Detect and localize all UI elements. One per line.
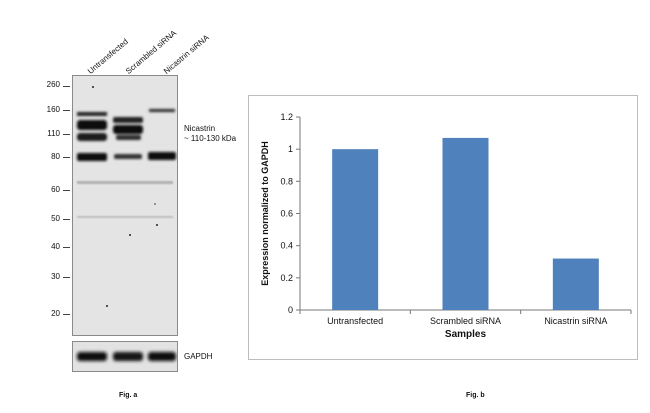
y-tick-label: 1.2	[280, 112, 293, 122]
mw-marker-label: 40	[51, 242, 60, 251]
blot-band	[113, 117, 143, 123]
y-tick-label: 0.6	[280, 209, 293, 219]
y-axis-title: Expression normalized to GAPDH	[260, 141, 270, 286]
blot-speck	[92, 86, 94, 88]
blot-faint-band	[77, 181, 173, 184]
mw-marker-tick	[63, 314, 70, 315]
blot-band	[113, 352, 143, 361]
blot-band	[116, 135, 141, 140]
blot-band	[149, 109, 175, 112]
mw-marker-label: 30	[51, 272, 60, 281]
blot-speck	[154, 203, 156, 205]
figure-label-a: Fig. a	[119, 392, 138, 399]
bar-0	[332, 149, 379, 310]
blot-band	[113, 125, 143, 134]
x-tick-label: Untransfected	[327, 316, 383, 326]
mw-marker-label: 160	[46, 105, 60, 114]
y-tick-label: 0.2	[280, 273, 293, 283]
bar-1	[442, 137, 489, 310]
blot-speck	[106, 305, 108, 307]
x-axis-title: Samples	[445, 329, 487, 340]
mw-marker-label: 260	[46, 80, 60, 89]
blot-band	[77, 112, 107, 116]
mw-marker-tick	[63, 110, 70, 111]
lane-label-untransfected: Untransfected	[86, 36, 130, 76]
x-tick-label: Scrambled siRNA	[430, 316, 501, 326]
blot-speck	[129, 234, 131, 236]
chart-frame	[248, 95, 638, 360]
mw-marker-tick	[63, 134, 70, 135]
blot-band	[77, 120, 107, 130]
blot-band	[148, 152, 176, 160]
y-tick-label: 0.8	[280, 176, 293, 186]
nicastrin-label: Nicastrin	[184, 124, 216, 133]
mw-marker-tick	[63, 247, 70, 248]
blot-band	[77, 133, 107, 141]
mw-marker-tick	[63, 157, 70, 158]
blot-band	[77, 153, 107, 161]
bar-2	[552, 258, 599, 310]
y-tick-label: 0	[288, 305, 293, 315]
blot-faint-band	[77, 216, 173, 218]
figure-label-b: Fig. b	[466, 392, 485, 399]
blot-band	[148, 352, 176, 361]
blot-speck	[156, 224, 158, 226]
y-tick-label: 1	[288, 144, 293, 154]
blot-band	[77, 352, 107, 361]
mw-marker-tick	[63, 190, 70, 191]
x-tick-label: Nicastrin siRNA	[544, 316, 607, 326]
gapdh-blot-image	[72, 341, 178, 372]
mw-marker-label: 20	[51, 309, 60, 318]
y-tick-label: 0.4	[280, 241, 293, 251]
mw-marker-label: 50	[51, 214, 60, 223]
mw-marker-tick	[63, 219, 70, 220]
mw-marker-label: 80	[51, 152, 60, 161]
mw-marker-tick	[63, 86, 70, 87]
gapdh-label: GAPDH	[184, 352, 213, 361]
mw-marker-tick	[63, 277, 70, 278]
nicastrin-size-label: ~ 110-130 kDa	[184, 134, 237, 143]
mw-marker-label: 110	[47, 129, 60, 138]
mw-marker-label: 60	[51, 185, 60, 194]
western-blot-image	[72, 75, 178, 336]
blot-band	[114, 154, 142, 159]
bar-chart: 0 0.2 0.4 0.6 0.8 1 1.2 Untransfected Scrambled …	[260, 112, 632, 340]
